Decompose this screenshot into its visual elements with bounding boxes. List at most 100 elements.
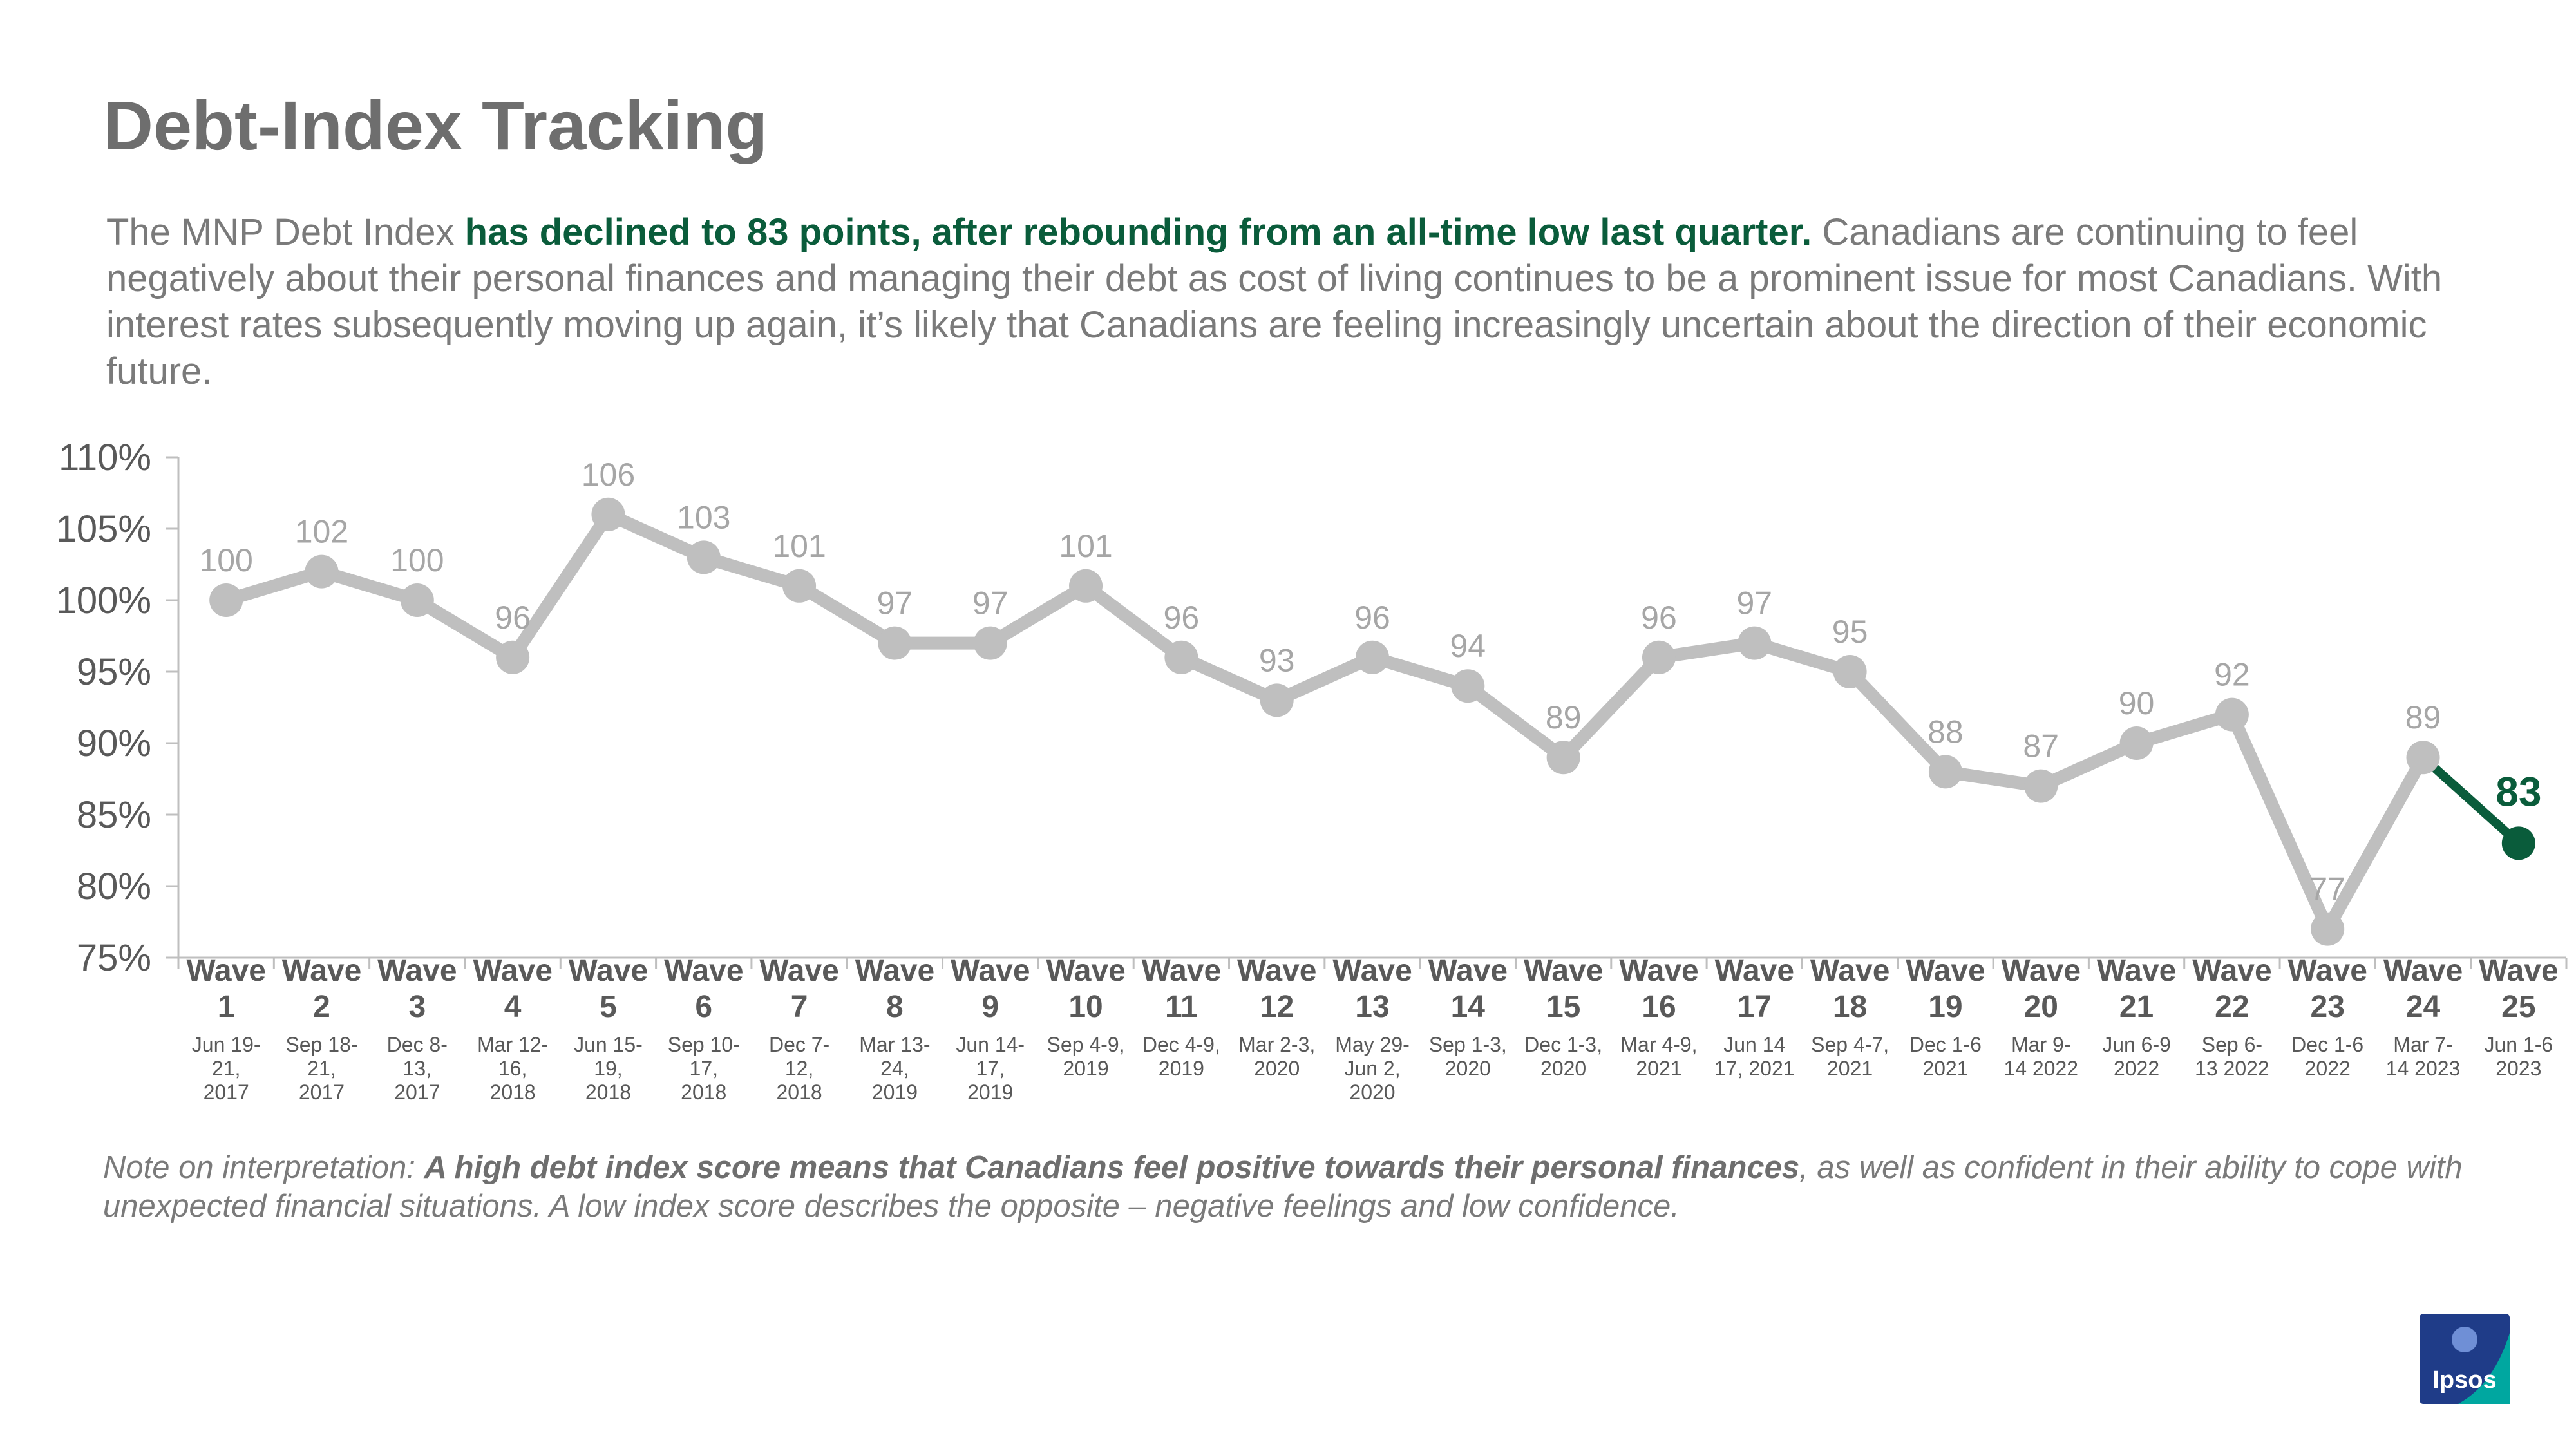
x-tick-label-date: Mar 7- [2393,1033,2452,1056]
x-tick-label-date: Dec 1-3, [1524,1033,1602,1056]
x-tick-label-number: 16 [1642,990,1676,1024]
x-tick-label-date: 2021 [1636,1057,1681,1080]
x-tick-label-date: 21, [307,1057,336,1080]
data-point [878,626,912,660]
x-tick-label-wave: Wave [282,954,362,988]
x-tick-label-date: Sep 6- [2202,1033,2262,1056]
data-label-latest: 83 [2496,768,2541,815]
data-point [305,554,339,589]
x-tick-label-wave: Wave [951,954,1030,988]
x-tick-label-number: 6 [695,990,712,1024]
x-tick-label-date: 2018 [490,1081,536,1104]
x-tick-label-date: 2017 [204,1081,249,1104]
x-tick-label-date: Dec 7- [769,1033,829,1056]
x-tick-label-wave: Wave [2383,954,2463,988]
x-tick-label-date: Dec 1-6 [1909,1033,1982,1056]
x-tick-label-date: 2020 [1349,1081,1395,1104]
y-tick-label: 110% [59,437,151,478]
x-tick-label-wave: Wave [2479,954,2559,988]
data-point [1260,683,1294,717]
x-tick-label-date: 2018 [776,1081,822,1104]
x-tick-label-wave: Wave [1619,954,1699,988]
x-tick-label-date: 2022 [2114,1057,2159,1080]
intro-rest: Canadians are continuing to feel negativ… [106,211,2443,392]
y-tick-label: 95% [77,651,151,693]
x-tick-label-date: 17, [976,1057,1004,1080]
x-tick-label-wave: Wave [2097,954,2177,988]
x-tick-label-date: 17, 2021 [1714,1057,1795,1080]
x-tick-label-date: Jun 2, [1344,1057,1400,1080]
x-tick-label-date: Mar 4-9, [1620,1033,1697,1056]
y-tick-label: 85% [77,794,151,836]
y-tick-label: 75% [77,937,151,979]
x-tick-label-wave: Wave [1332,954,1412,988]
x-tick-label-number: 4 [504,990,522,1024]
data-label: 100 [390,542,444,578]
data-point [2024,769,2058,803]
note-bold: A high debt index score means that Canad… [424,1150,1800,1185]
x-tick-label-wave: Wave [2192,954,2272,988]
ipsos-logo-text: Ipsos [2432,1367,2496,1394]
x-tick-label-number: 24 [2406,990,2441,1024]
x-tick-label-date: 2017 [394,1081,440,1104]
data-label: 100 [199,542,252,578]
data-point [1928,755,1962,789]
x-tick-label-wave: Wave [1142,954,1222,988]
x-tick-label-date: 2018 [585,1081,631,1104]
x-tick-label-date: Jun 14- [956,1033,1025,1056]
x-tick-label-wave: Wave [1237,954,1317,988]
x-tick-label-date: 2019 [872,1081,918,1104]
x-tick-label-date: 2020 [1254,1057,1300,1080]
x-tick-label-number: 20 [2024,990,2058,1024]
intro-highlight: has declined to 83 points, after rebound… [464,211,1812,253]
data-point [1642,640,1676,674]
data-point [1164,640,1198,674]
x-tick-label-number: 19 [1928,990,1962,1024]
y-tick-label: 100% [56,580,151,621]
x-tick-label-wave: Wave [1714,954,1794,988]
x-tick-label-number: 21 [2119,990,2154,1024]
data-label: 87 [2023,728,2059,764]
data-label: 77 [2309,871,2345,907]
data-point [1738,626,1772,660]
data-point [1546,741,1580,775]
x-tick-label-number: 5 [600,990,617,1024]
data-label: 96 [1164,600,1200,636]
x-tick-label-wave: Wave [186,954,266,988]
x-tick-label-date: Sep 1-3, [1429,1033,1507,1056]
x-tick-label-date: Mar 12- [477,1033,548,1056]
series-line-latest [2418,753,2523,848]
x-tick-label-number: 10 [1068,990,1103,1024]
x-tick-label-date: 2018 [681,1081,726,1104]
x-tick-label-date: Jun 19- [192,1033,261,1056]
x-tick-label-number: 1 [218,990,235,1024]
y-tick-label: 90% [77,723,151,764]
data-label: 106 [582,457,635,493]
data-label: 93 [1259,642,1295,678]
data-label: 96 [495,600,531,636]
data-label: 94 [1450,628,1486,664]
data-label: 97 [1736,585,1772,621]
x-tick-label-date: Jun 1-6 [2484,1033,2553,1056]
x-tick-label-number: 17 [1738,990,1772,1024]
x-tick-label-wave: Wave [473,954,553,988]
x-tick-label-wave: Wave [569,954,649,988]
x-tick-label-date: 2019 [967,1081,1013,1104]
x-tick-label-wave: Wave [1906,954,1985,988]
x-tick-label-date: 14 2022 [2003,1057,2078,1080]
x-tick-label-wave: Wave [759,954,839,988]
data-label: 101 [1059,528,1112,564]
data-point [782,569,817,603]
x-tick-label-date: Mar 13- [859,1033,930,1056]
x-tick-label-date: 2020 [1445,1057,1491,1080]
interpretation-note: Note on interpretation: A high debt inde… [103,1148,2512,1226]
data-point [591,497,625,531]
data-point [2311,912,2345,946]
x-tick-label-wave: Wave [1046,954,1126,988]
x-tick-label-number: 14 [1451,990,1486,1024]
data-point [687,540,721,574]
x-tick-label-wave: Wave [664,954,744,988]
x-tick-label-date: 2023 [2496,1057,2541,1080]
x-tick-label-date: Jun 15- [574,1033,643,1056]
data-point [1451,669,1485,703]
